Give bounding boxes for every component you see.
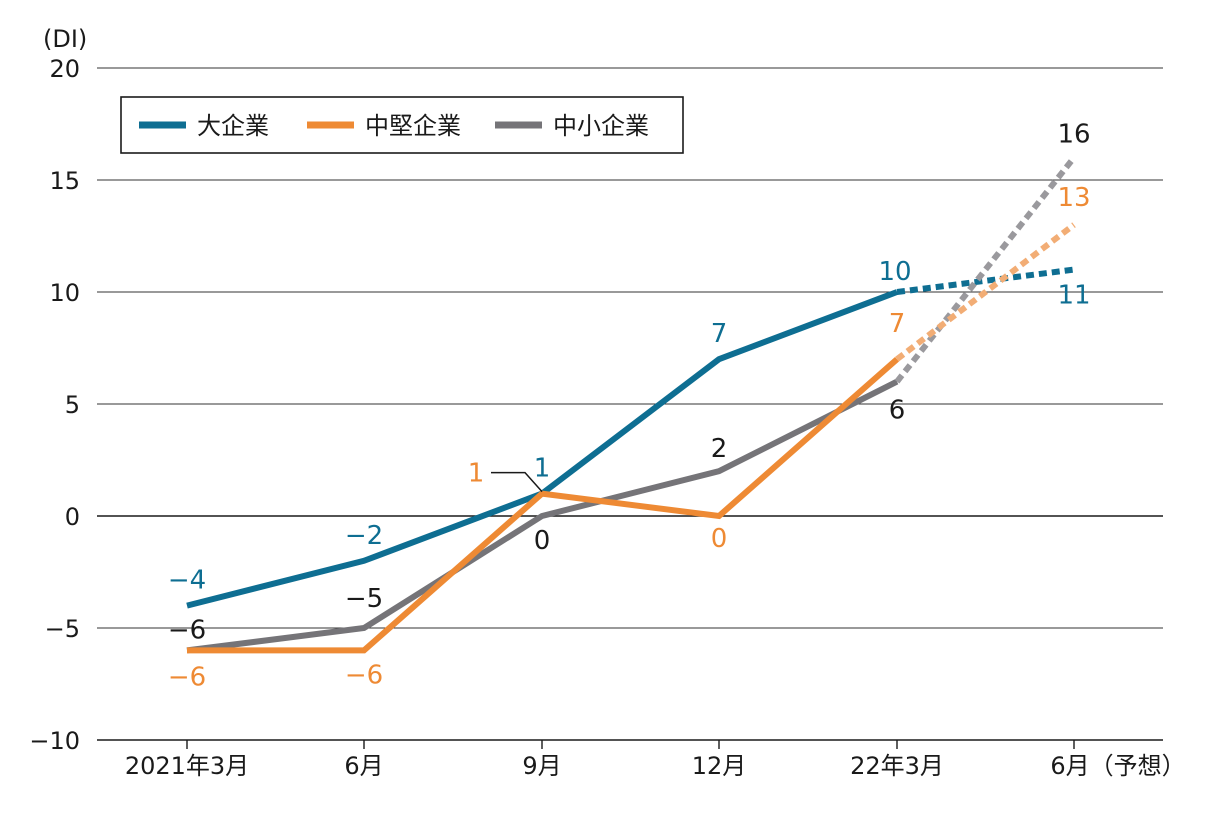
x-tick-label: 12月 bbox=[692, 752, 747, 780]
data-label: −2 bbox=[345, 521, 383, 551]
data-label: −5 bbox=[345, 584, 383, 614]
legend-label: 大企業 bbox=[197, 112, 269, 140]
data-label: −4 bbox=[168, 566, 206, 596]
data-label: 2 bbox=[711, 434, 728, 464]
y-tick-label: 15 bbox=[49, 167, 80, 195]
grid-lines bbox=[97, 67, 1163, 629]
legend: 大企業 中堅企業 中小企業 bbox=[120, 96, 684, 154]
data-label: −6 bbox=[168, 662, 206, 692]
legend-label: 中小企業 bbox=[553, 112, 649, 140]
x-tick-label: 22年3月 bbox=[850, 752, 944, 780]
y-tick-label: 10 bbox=[49, 279, 80, 307]
x-tick-label: 2021年3月 bbox=[125, 752, 249, 780]
leader-line bbox=[491, 471, 543, 493]
series-line bbox=[186, 289, 899, 609]
data-label: 1 bbox=[468, 459, 485, 489]
y-tick-label: −5 bbox=[45, 615, 80, 643]
data-label: 11 bbox=[1057, 281, 1090, 311]
y-tick-label: 0 bbox=[65, 503, 80, 531]
data-label: 16 bbox=[1057, 120, 1090, 150]
forecast-line bbox=[895, 222, 1076, 362]
data-label: 10 bbox=[878, 257, 911, 287]
data-label: 7 bbox=[889, 309, 906, 339]
data-label: −6 bbox=[168, 615, 206, 645]
y-axis-label: (DI) bbox=[43, 25, 87, 53]
y-tick-label: −10 bbox=[29, 727, 80, 755]
data-label: 1 bbox=[534, 454, 551, 484]
data-label: 0 bbox=[534, 526, 551, 556]
y-tick-label: 20 bbox=[49, 55, 80, 83]
series-line bbox=[186, 378, 899, 654]
data-label: 6 bbox=[889, 396, 906, 426]
forecast-line bbox=[896, 266, 1075, 295]
data-label: −6 bbox=[345, 660, 383, 690]
data-label: 7 bbox=[711, 319, 728, 349]
series-line bbox=[187, 356, 899, 654]
x-tick-label: 9月 bbox=[522, 752, 561, 780]
series-lines bbox=[186, 155, 1077, 654]
legend-box bbox=[120, 96, 684, 154]
legend-label: 中堅企業 bbox=[365, 112, 461, 140]
data-label: 0 bbox=[711, 524, 728, 554]
y-tick-label: 5 bbox=[65, 391, 80, 419]
data-label: 13 bbox=[1057, 183, 1090, 213]
x-tick-label: 6月（予想） bbox=[1050, 752, 1185, 780]
forecast-line bbox=[894, 155, 1077, 384]
x-tick-label: 6月 bbox=[344, 752, 383, 780]
